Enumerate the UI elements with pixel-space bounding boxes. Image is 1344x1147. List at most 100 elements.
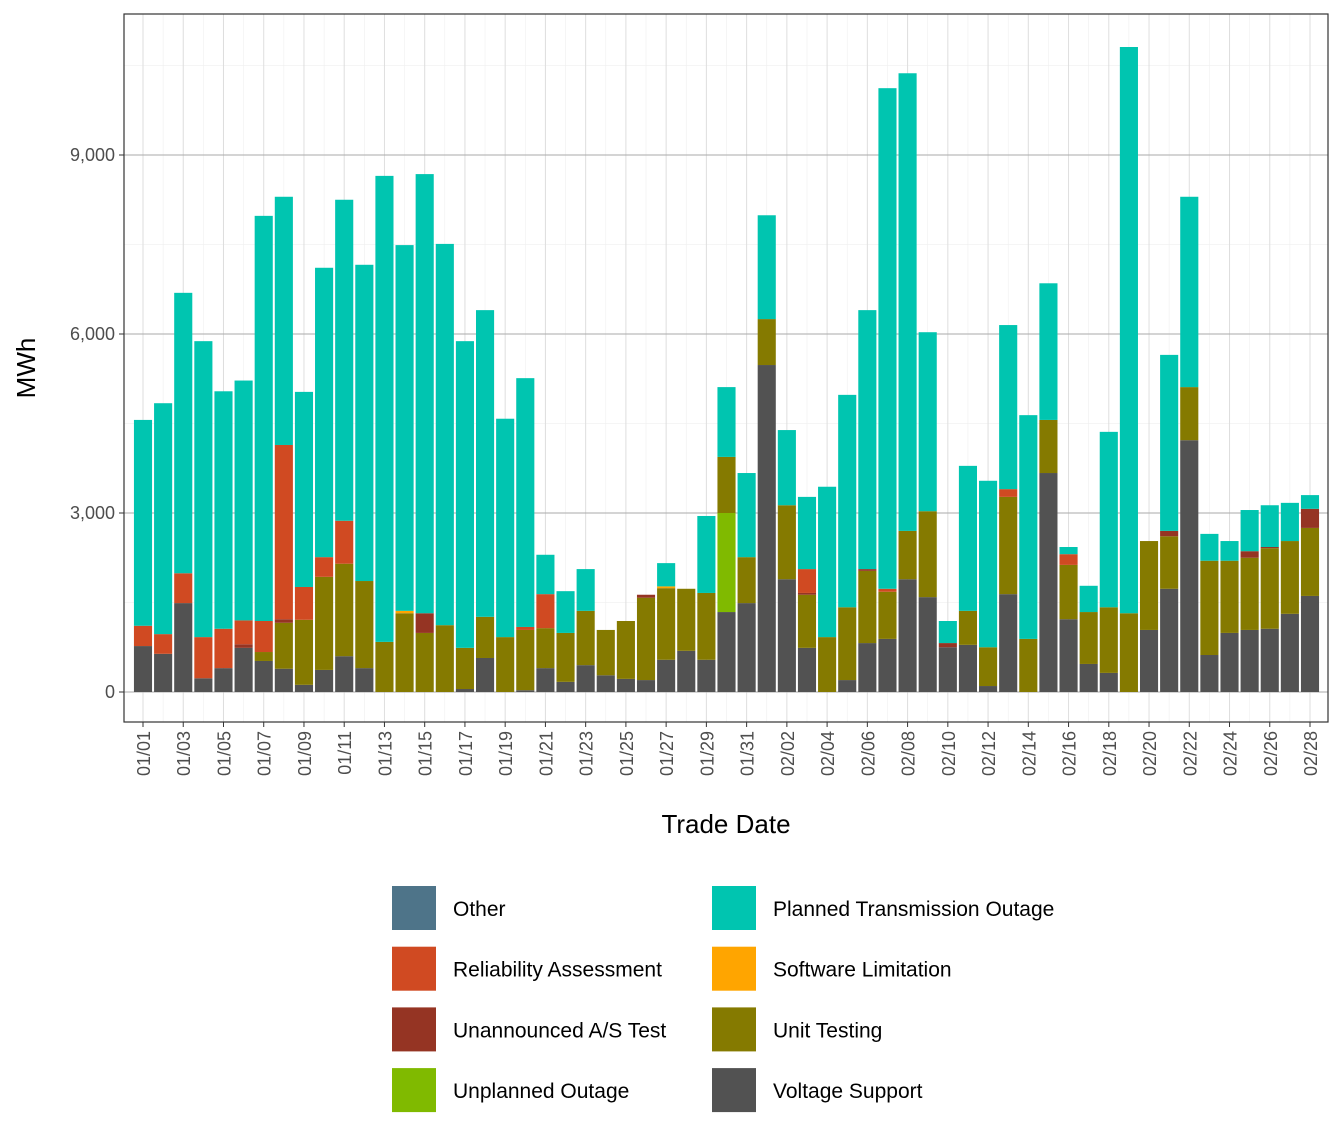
x-tick-label: 01/23 bbox=[577, 731, 597, 776]
bar-unit-testing-02-18 bbox=[1099, 607, 1118, 673]
bar-voltage-support-02-28 bbox=[1300, 595, 1320, 692]
legend-label: Voltage Support bbox=[773, 1080, 923, 1103]
bar-unit-testing-01-20 bbox=[516, 629, 535, 691]
bar-voltage-support-01-12 bbox=[355, 668, 374, 692]
bar-unit-testing-02-17 bbox=[1079, 612, 1098, 664]
bar-planned-transmission-outage-01-21 bbox=[536, 554, 555, 595]
bar-voltage-support-01-11 bbox=[335, 656, 354, 692]
bar-planned-transmission-outage-01-23 bbox=[576, 569, 595, 611]
bar-unit-testing-02-01 bbox=[757, 319, 776, 366]
bar-voltage-support-01-23 bbox=[576, 665, 595, 692]
legend-label: Unannounced A/S Test bbox=[453, 1019, 666, 1042]
bar-voltage-support-01-21 bbox=[536, 668, 555, 692]
bar-unit-testing-02-08 bbox=[898, 530, 917, 580]
bar-unit-testing-01-30 bbox=[717, 456, 736, 513]
bar-planned-transmission-outage-01-04 bbox=[194, 341, 213, 638]
bar-unit-testing-01-22 bbox=[556, 632, 575, 682]
x-tick-label: 02/20 bbox=[1140, 731, 1160, 776]
x-tick-label: 01/01 bbox=[134, 731, 154, 776]
bar-unit-testing-02-05 bbox=[838, 607, 857, 681]
x-tick-label: 01/15 bbox=[416, 731, 436, 776]
legend-key-unplanned-outage bbox=[392, 1068, 436, 1113]
legend-label: Unit Testing bbox=[773, 1019, 882, 1042]
bar-software-limitation-01-27 bbox=[657, 586, 676, 589]
bar-planned-transmission-outage-02-18 bbox=[1099, 431, 1118, 608]
bar-unit-testing-02-26 bbox=[1260, 548, 1279, 629]
bar-voltage-support-01-18 bbox=[475, 657, 495, 692]
bar-unit-testing-01-24 bbox=[596, 629, 615, 676]
bar-planned-transmission-outage-01-06 bbox=[234, 380, 253, 621]
x-tick-label: 02/08 bbox=[899, 731, 919, 776]
bar-unannounced-a-s-test-02-03 bbox=[797, 592, 817, 595]
bar-planned-transmission-outage-01-13 bbox=[375, 175, 394, 642]
bar-planned-transmission-outage-02-16 bbox=[1059, 547, 1078, 555]
bars bbox=[133, 47, 1320, 692]
legend-label: Planned Transmission Outage bbox=[773, 898, 1054, 921]
bar-unit-testing-02-23 bbox=[1200, 560, 1219, 656]
x-tick-label: 02/12 bbox=[979, 731, 999, 776]
bar-voltage-support-02-17 bbox=[1079, 663, 1098, 692]
bar-planned-transmission-outage-02-03 bbox=[797, 496, 817, 570]
y-tick-label: 6,000 bbox=[70, 324, 115, 344]
bar-planned-transmission-outage-01-22 bbox=[556, 591, 575, 633]
bar-planned-transmission-outage-01-08 bbox=[274, 196, 293, 445]
bar-planned-transmission-outage-02-07 bbox=[878, 88, 897, 589]
bar-voltage-support-02-15 bbox=[1039, 473, 1058, 692]
bar-planned-transmission-outage-01-01 bbox=[133, 419, 153, 626]
bar-voltage-support-02-27 bbox=[1280, 613, 1299, 692]
bar-planned-transmission-outage-01-07 bbox=[254, 215, 273, 621]
bar-unannounced-a-s-test-01-06 bbox=[234, 644, 253, 648]
bar-unit-testing-01-26 bbox=[636, 597, 656, 681]
bar-planned-transmission-outage-02-10 bbox=[938, 620, 957, 644]
bar-planned-transmission-outage-02-27 bbox=[1280, 502, 1299, 542]
bar-planned-transmission-outage-02-06 bbox=[858, 310, 877, 570]
bar-unit-testing-02-03 bbox=[797, 594, 817, 648]
bar-planned-transmission-outage-01-11 bbox=[335, 199, 354, 521]
x-tick-label: 01/29 bbox=[697, 731, 717, 776]
bar-planned-transmission-outage-02-26 bbox=[1260, 505, 1279, 548]
bar-planned-transmission-outage-02-14 bbox=[1019, 415, 1038, 639]
bar-voltage-support-02-23 bbox=[1200, 655, 1219, 692]
y-axis: 0 3,000 6,000 9,000 bbox=[70, 145, 124, 702]
bar-planned-transmission-outage-01-20 bbox=[516, 378, 535, 627]
legend-key-unit-testing bbox=[712, 1007, 756, 1052]
bar-reliability-assessment-01-01 bbox=[133, 625, 153, 647]
bar-unit-testing-01-19 bbox=[496, 637, 515, 692]
bar-planned-transmission-outage-01-19 bbox=[496, 418, 515, 638]
bar-voltage-support-01-20 bbox=[516, 690, 535, 692]
bar-voltage-support-01-24 bbox=[596, 675, 615, 692]
legend-key-unannounced-a-s-test bbox=[392, 1007, 436, 1052]
bar-unit-testing-01-14 bbox=[395, 613, 414, 692]
y-tick-label: 9,000 bbox=[70, 145, 115, 165]
bar-unannounced-a-s-test-01-26 bbox=[636, 594, 656, 598]
bar-reliability-assessment-02-16 bbox=[1059, 554, 1078, 565]
bar-voltage-support-02-02 bbox=[777, 579, 796, 692]
bar-voltage-support-01-07 bbox=[254, 660, 273, 692]
x-axis: 01/01 01/03 01/05 01/07 01/09 01/11 01/13 01/15… bbox=[134, 722, 1321, 776]
bar-planned-transmission-outage-01-12 bbox=[355, 264, 374, 582]
bar-voltage-support-01-06 bbox=[234, 647, 253, 692]
bar-voltage-support-01-31 bbox=[737, 603, 756, 692]
bar-planned-transmission-outage-01-05 bbox=[214, 391, 233, 629]
bar-reliability-assessment-01-07 bbox=[254, 620, 273, 653]
y-tick-label: 3,000 bbox=[70, 503, 115, 523]
bar-unplanned-outage-01-30 bbox=[717, 513, 736, 613]
bar-voltage-support-01-30 bbox=[717, 612, 736, 692]
bar-unit-testing-02-27 bbox=[1280, 541, 1299, 614]
bar-unannounced-a-s-test-02-28 bbox=[1300, 508, 1320, 528]
bar-unit-testing-01-18 bbox=[475, 616, 495, 658]
bar-planned-transmission-outage-02-02 bbox=[777, 430, 796, 506]
bar-reliability-assessment-01-10 bbox=[315, 557, 334, 577]
bar-unit-testing-01-31 bbox=[737, 557, 756, 604]
bar-unit-testing-01-13 bbox=[375, 641, 394, 692]
bar-unannounced-a-s-test-02-06 bbox=[858, 569, 877, 571]
legend-label: Reliability Assessment bbox=[453, 959, 662, 982]
x-tick-label: 01/27 bbox=[657, 731, 677, 776]
bar-unit-testing-01-28 bbox=[677, 588, 696, 651]
bar-voltage-support-01-29 bbox=[697, 659, 716, 692]
bar-voltage-support-01-02 bbox=[154, 653, 173, 692]
x-axis-title: Trade Date bbox=[661, 809, 790, 839]
bar-unit-testing-02-21 bbox=[1160, 536, 1179, 589]
bar-voltage-support-01-22 bbox=[556, 681, 575, 692]
bar-unit-testing-01-09 bbox=[294, 619, 314, 685]
